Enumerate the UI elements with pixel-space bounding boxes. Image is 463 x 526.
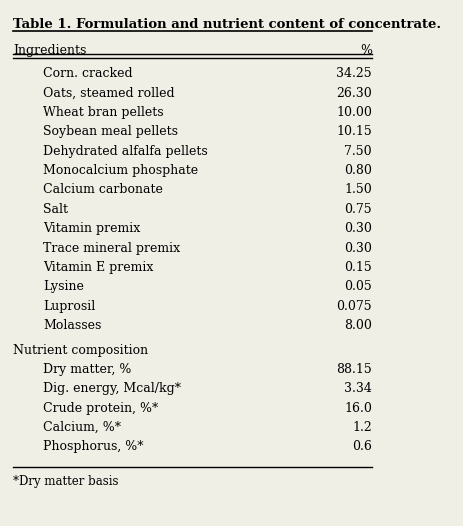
Text: Trace mineral premix: Trace mineral premix <box>44 241 180 255</box>
Text: 0.80: 0.80 <box>343 164 371 177</box>
Text: Luprosil: Luprosil <box>44 300 95 312</box>
Text: 88.15: 88.15 <box>335 363 371 376</box>
Text: 3.34: 3.34 <box>343 382 371 396</box>
Text: Monocalcium phosphate: Monocalcium phosphate <box>44 164 198 177</box>
Text: 0.05: 0.05 <box>344 280 371 294</box>
Text: 0.30: 0.30 <box>343 222 371 235</box>
Text: Dehydrated alfalfa pellets: Dehydrated alfalfa pellets <box>44 145 208 158</box>
Text: Ingredients: Ingredients <box>13 44 86 57</box>
Text: *Dry matter basis: *Dry matter basis <box>13 476 118 489</box>
Text: 1.50: 1.50 <box>344 184 371 197</box>
Text: Dig. energy, Mcal/kg*: Dig. energy, Mcal/kg* <box>44 382 181 396</box>
Text: Wheat bran pellets: Wheat bran pellets <box>44 106 163 119</box>
Text: Molasses: Molasses <box>44 319 101 332</box>
Text: 34.25: 34.25 <box>336 67 371 80</box>
Text: Crude protein, %*: Crude protein, %* <box>44 402 158 414</box>
Text: 8.00: 8.00 <box>343 319 371 332</box>
Text: 0.30: 0.30 <box>343 241 371 255</box>
Text: Lysine: Lysine <box>44 280 84 294</box>
Text: Oats, steamed rolled: Oats, steamed rolled <box>44 87 175 99</box>
Text: 10.15: 10.15 <box>335 125 371 138</box>
Text: Salt: Salt <box>44 203 68 216</box>
Text: 1.2: 1.2 <box>351 421 371 434</box>
Text: Dry matter, %: Dry matter, % <box>44 363 131 376</box>
Text: Corn. cracked: Corn. cracked <box>44 67 133 80</box>
Text: 7.50: 7.50 <box>344 145 371 158</box>
Text: 0.75: 0.75 <box>344 203 371 216</box>
Text: %: % <box>359 44 371 57</box>
Text: 26.30: 26.30 <box>335 87 371 99</box>
Text: Phosphorus, %*: Phosphorus, %* <box>44 440 144 453</box>
Text: Calcium, %*: Calcium, %* <box>44 421 121 434</box>
Text: Table 1. Formulation and nutrient content of concentrate.: Table 1. Formulation and nutrient conten… <box>13 18 440 31</box>
Text: Vitamin E premix: Vitamin E premix <box>44 261 153 274</box>
Text: Vitamin premix: Vitamin premix <box>44 222 140 235</box>
Text: Nutrient composition: Nutrient composition <box>13 343 148 357</box>
Text: 0.6: 0.6 <box>351 440 371 453</box>
Text: Calcium carbonate: Calcium carbonate <box>44 184 163 197</box>
Text: 16.0: 16.0 <box>343 402 371 414</box>
Text: 10.00: 10.00 <box>335 106 371 119</box>
Text: 0.15: 0.15 <box>344 261 371 274</box>
Text: 0.075: 0.075 <box>336 300 371 312</box>
Text: Soybean meal pellets: Soybean meal pellets <box>44 125 178 138</box>
